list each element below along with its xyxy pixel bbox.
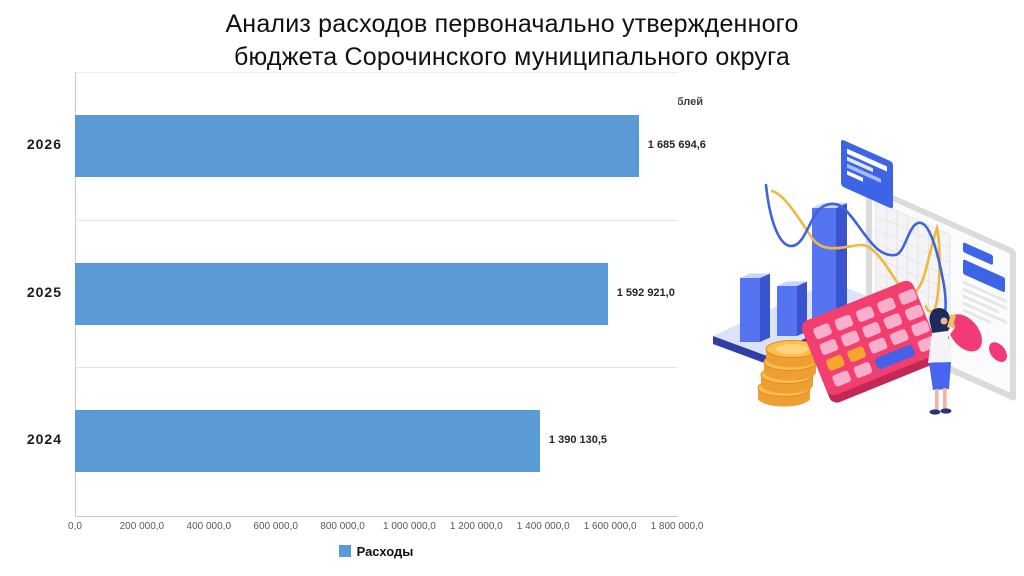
x-axis-tick-label: 600 000,0 [253, 521, 298, 532]
gridline [75, 367, 677, 369]
bar-2026 [75, 114, 639, 177]
yellow-key-icon [826, 354, 845, 371]
title-line-1: Анализ расходов первоначально утвержденн… [225, 10, 799, 38]
x-axis-tick-label: 0,0 [68, 521, 82, 532]
x-axis-tick-label: 1 400 000,0 [516, 521, 570, 532]
yellow-key-icon [847, 346, 866, 363]
coins-stack-icon [757, 340, 819, 407]
title-line-2: бюджета Сорочинского муниципального окру… [233, 43, 791, 71]
x-axis-tick-label: 1 600 000,0 [583, 521, 637, 532]
legend-marker [338, 545, 351, 557]
bar-2025 [75, 262, 608, 325]
calculator-icon [801, 280, 942, 403]
x-axis-tick-label: 1 800 000,0 [650, 521, 704, 532]
value-label: 1 592 921,0 [616, 286, 675, 299]
value-label: 1 390 130,5 [548, 434, 608, 447]
text-blocks-icon [963, 242, 1007, 325]
pen-icon [947, 314, 956, 329]
finance-analytics-illustration [713, 140, 1016, 415]
gridline [75, 219, 677, 221]
analyst-woman-icon [928, 308, 956, 415]
legend-label: Расходы [356, 543, 414, 559]
x-axis-tick-label: 1 200 000,0 [449, 521, 503, 532]
category-label: 2026 [26, 135, 62, 152]
x-axis-tick-label: 1 000 000,0 [383, 521, 436, 532]
blue-key-icon [875, 344, 915, 370]
legend: Расходы [75, 541, 677, 561]
bar-2024 [75, 410, 540, 473]
chart-card-icon [841, 140, 893, 209]
bar-prism-icon [740, 273, 770, 342]
pie-dots-icon [948, 314, 1007, 362]
bar-prism-icon [777, 281, 807, 336]
page-title: Анализ расходов первоначально утвержденн… [0, 8, 1024, 74]
x-axis-tick-label: 800 000,0 [320, 521, 365, 532]
bar-prism-icon [812, 203, 847, 318]
value-label: 1 685 694,6 [647, 138, 706, 151]
x-axis-tick-label: 400 000,0 [186, 521, 232, 532]
x-axis-tick-label: 200 000,0 [119, 521, 165, 532]
category-label: 2024 [26, 431, 62, 448]
category-label: 2025 [26, 283, 62, 300]
